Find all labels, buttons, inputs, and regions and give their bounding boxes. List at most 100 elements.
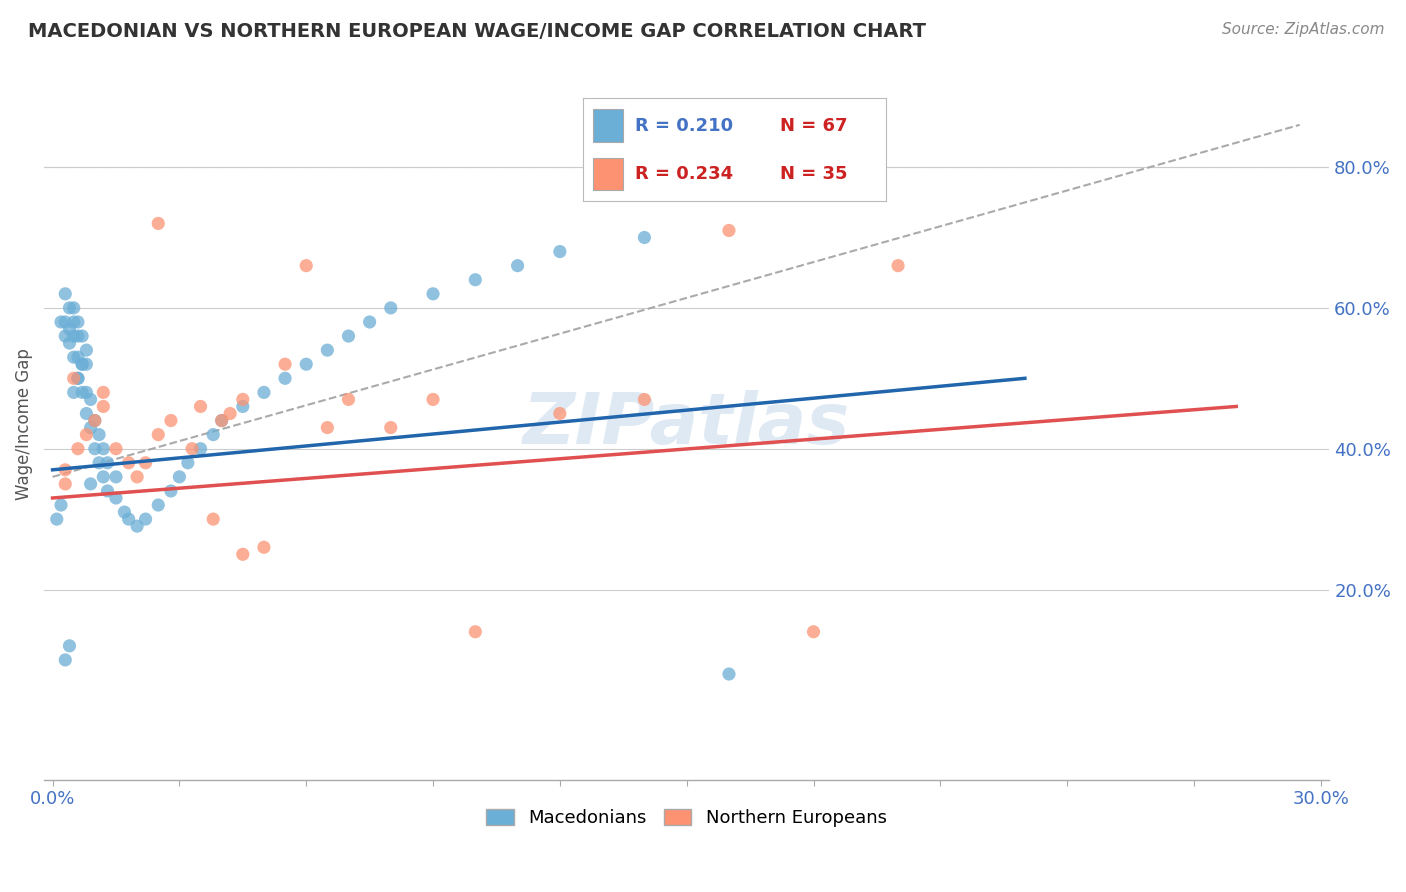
Point <box>274 357 297 371</box>
Point <box>337 392 360 407</box>
Text: N = 67: N = 67 <box>780 117 848 135</box>
Point <box>464 273 486 287</box>
Point <box>127 519 149 533</box>
Point <box>83 413 105 427</box>
Point <box>148 216 170 230</box>
Point <box>58 301 80 315</box>
Point <box>177 456 200 470</box>
Point <box>87 456 110 470</box>
Point <box>75 385 97 400</box>
Point <box>49 315 72 329</box>
Point <box>506 259 529 273</box>
Point <box>337 329 360 343</box>
Point <box>96 456 118 470</box>
Point <box>464 624 486 639</box>
Point <box>66 329 89 343</box>
Point <box>118 456 141 470</box>
Point <box>96 483 118 498</box>
Point <box>62 385 84 400</box>
Point <box>83 442 105 456</box>
Point <box>295 357 318 371</box>
Text: R = 0.210: R = 0.210 <box>636 117 733 135</box>
Point <box>232 392 254 407</box>
Bar <box>592 110 623 142</box>
Point <box>232 400 254 414</box>
Point <box>211 413 233 427</box>
Point <box>58 336 80 351</box>
Point <box>118 512 141 526</box>
Point <box>66 350 89 364</box>
Point <box>87 427 110 442</box>
Point <box>79 420 101 434</box>
Point <box>253 385 276 400</box>
Point <box>160 483 183 498</box>
Point <box>181 442 204 456</box>
Point <box>53 315 76 329</box>
Point <box>211 413 233 427</box>
Point <box>169 470 191 484</box>
Bar <box>592 158 623 190</box>
Point <box>91 385 114 400</box>
Point <box>91 442 114 456</box>
Point <box>91 470 114 484</box>
Point <box>53 653 76 667</box>
Point <box>104 491 127 505</box>
Point <box>58 322 80 336</box>
Point <box>295 259 318 273</box>
Point <box>70 357 93 371</box>
Point <box>75 343 97 358</box>
Point <box>316 420 339 434</box>
Point <box>359 315 381 329</box>
Point <box>633 392 655 407</box>
Point <box>135 512 157 526</box>
Point <box>66 442 89 456</box>
Point <box>887 259 910 273</box>
Text: N = 35: N = 35 <box>780 165 848 183</box>
Point <box>104 442 127 456</box>
Point <box>62 301 84 315</box>
Point <box>190 400 212 414</box>
Point <box>75 427 97 442</box>
Point <box>548 244 571 259</box>
Point <box>135 456 157 470</box>
Point <box>717 223 740 237</box>
Point <box>104 470 127 484</box>
Point <box>633 230 655 244</box>
Point <box>66 371 89 385</box>
Point <box>91 400 114 414</box>
Point <box>79 392 101 407</box>
Point <box>62 329 84 343</box>
Point <box>45 512 67 526</box>
Point <box>53 477 76 491</box>
Point <box>232 547 254 561</box>
Point <box>202 427 225 442</box>
Point <box>190 442 212 456</box>
Point <box>148 498 170 512</box>
Point <box>160 413 183 427</box>
Point <box>75 407 97 421</box>
Point <box>70 329 93 343</box>
Point <box>316 343 339 358</box>
Point <box>49 498 72 512</box>
Point <box>58 639 80 653</box>
Point <box>75 357 97 371</box>
Point <box>53 286 76 301</box>
Point <box>422 392 444 407</box>
Text: R = 0.234: R = 0.234 <box>636 165 733 183</box>
Point <box>79 477 101 491</box>
Point <box>70 357 93 371</box>
Point <box>66 371 89 385</box>
Point <box>803 624 825 639</box>
Point <box>219 407 242 421</box>
Point <box>148 427 170 442</box>
Point <box>53 463 76 477</box>
Point <box>53 329 76 343</box>
Y-axis label: Wage/Income Gap: Wage/Income Gap <box>15 348 32 500</box>
Text: MACEDONIAN VS NORTHERN EUROPEAN WAGE/INCOME GAP CORRELATION CHART: MACEDONIAN VS NORTHERN EUROPEAN WAGE/INC… <box>28 22 927 41</box>
Point <box>114 505 136 519</box>
Point <box>62 350 84 364</box>
Point <box>717 667 740 681</box>
Point <box>62 315 84 329</box>
Text: ZIPatlas: ZIPatlas <box>523 390 851 458</box>
Point <box>83 413 105 427</box>
